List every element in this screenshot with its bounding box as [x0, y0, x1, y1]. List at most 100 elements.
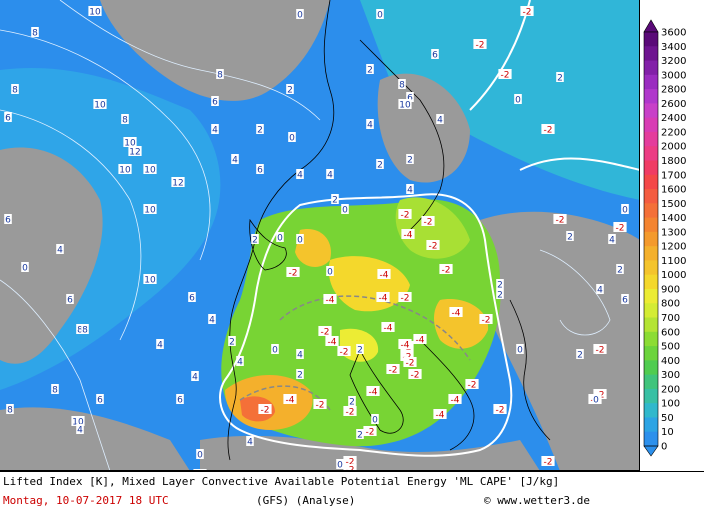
map-li-value: -2 — [501, 71, 510, 81]
map-li-value: 6 — [5, 216, 11, 226]
isoline — [0, 29, 211, 261]
legend-swatch — [644, 403, 658, 418]
color-legend: 3600 3400 3200 3000 2800 2600 2400 2200 2000 1800… — [640, 0, 704, 471]
site-credit[interactable]: © www.wetter3.de — [484, 494, 590, 507]
isoline — [539, 249, 611, 336]
legend-tick-label: 1200 — [661, 242, 686, 253]
map-label-bg — [616, 264, 624, 274]
map-label-bg — [401, 229, 415, 239]
legend-swatch — [644, 303, 658, 319]
map-label-bg — [366, 119, 374, 129]
map-li-value: -4 — [380, 271, 389, 281]
map-label-bg — [6, 404, 14, 414]
map-label-bg — [366, 386, 380, 396]
map-label-bg — [566, 231, 574, 241]
legend-swatch — [644, 331, 658, 347]
map-li-value: -4 — [452, 309, 461, 319]
map-label-bg — [288, 132, 296, 142]
map-label-bg — [118, 164, 132, 174]
map-label-bg — [398, 292, 412, 302]
map-label-bg — [211, 96, 219, 106]
map-label-bg — [436, 114, 444, 124]
legend-swatch — [644, 360, 658, 376]
map-li-value: -2 — [468, 381, 477, 391]
isoline — [59, 0, 321, 121]
map-li-value: -4 — [384, 324, 393, 334]
map-label-bg — [326, 266, 334, 276]
legend-swatch — [644, 388, 658, 404]
legend-swatch — [644, 46, 658, 62]
map-label-bg — [356, 344, 364, 354]
map-li-value: -4 — [326, 296, 335, 306]
map-footer: Lifted Index [K], Mixed Layer Convective… — [0, 471, 704, 513]
map-li-value: -2 — [544, 126, 553, 136]
map-label-bg — [473, 39, 487, 49]
map-li-value: 4 — [297, 351, 303, 361]
map-li-value: -2 — [429, 242, 438, 252]
map-label-bg — [376, 159, 384, 169]
map-li-value: -4 — [401, 341, 410, 351]
map-label-bg — [236, 356, 244, 366]
map-li-value: 6 — [622, 296, 628, 306]
map-label-bg — [286, 267, 300, 277]
map-label-bg — [479, 314, 493, 324]
map-label-bg — [363, 426, 377, 436]
map-label-bg — [343, 464, 357, 470]
map-label-bg — [408, 369, 422, 379]
legend-swatch — [644, 417, 658, 433]
legend-swatch — [644, 160, 658, 176]
map-label-bg — [386, 364, 400, 374]
map-li-value: 2 — [497, 291, 503, 301]
map-label-bg — [313, 399, 327, 409]
map-label-bg — [318, 326, 332, 336]
map-li-value: 6 — [189, 294, 195, 304]
map-label-bg — [191, 371, 199, 381]
legend-tick-label: 900 — [661, 284, 680, 295]
map-label-bg — [514, 94, 522, 104]
map-li-value: 8 — [7, 406, 13, 416]
map-li-value: -2 — [401, 294, 410, 304]
map-li-value: 2 — [367, 66, 373, 76]
map-label-bg — [341, 204, 349, 214]
map-li-value: -4 — [451, 396, 460, 406]
map-li-value: 6 — [97, 396, 103, 406]
map-label-bg — [31, 27, 39, 37]
map-li-value: 0 — [197, 451, 203, 461]
map-label-bg — [256, 124, 264, 134]
map-label-bg — [381, 322, 395, 332]
map-label-bg — [400, 351, 414, 361]
map-label-bg — [143, 204, 157, 214]
map-li-value: 2 — [577, 351, 583, 361]
map-li-value: 4 — [609, 236, 615, 246]
map-label-bg — [541, 124, 555, 134]
cape-zone-high — [295, 229, 331, 267]
map-label-bg — [76, 424, 84, 434]
map-li-value: 2 — [617, 266, 623, 276]
map-li-value: 10 — [72, 418, 84, 428]
map-label-bg — [406, 154, 414, 164]
map-label-bg — [493, 404, 507, 414]
map-li-value: 2 — [377, 161, 383, 171]
map-li-value: -2 — [316, 401, 325, 411]
map-label-bg — [498, 69, 512, 79]
map-label-bg — [156, 339, 164, 349]
legend-tick-label: 700 — [661, 313, 680, 324]
map-label-bg — [93, 99, 107, 109]
map-label-bg — [171, 177, 185, 187]
map-label-bg — [231, 154, 239, 164]
map-label-bg — [331, 194, 339, 204]
map-li-value: 10 — [94, 101, 106, 111]
map-li-value: 6 — [432, 51, 438, 61]
cape-zone-high — [240, 396, 275, 422]
map-label-bg — [96, 394, 104, 404]
map-label-bg — [596, 284, 604, 294]
map-li-value: -2 — [556, 216, 565, 226]
legend-swatch — [644, 32, 658, 47]
map-label-bg — [326, 169, 334, 179]
map-li-value: 2 — [349, 398, 355, 408]
map-label-bg — [433, 409, 447, 419]
map-label-bg — [448, 394, 462, 404]
map-li-value: 4 — [367, 121, 373, 131]
map-li-value: 4 — [77, 426, 83, 436]
map-label-bg — [211, 124, 219, 134]
